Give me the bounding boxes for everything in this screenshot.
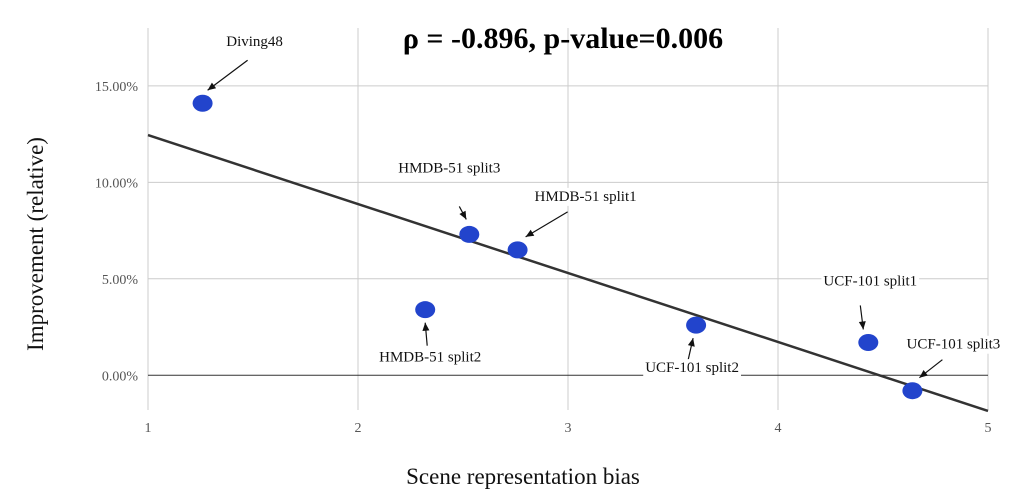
chart-title: ρ = -0.896, p-value=0.006 xyxy=(403,22,723,55)
data-point xyxy=(686,316,707,334)
point-label-background xyxy=(821,272,920,291)
annotation-arrows xyxy=(207,59,943,379)
annotation-arrow-line xyxy=(207,59,248,91)
annotation-arrow-head xyxy=(422,322,430,331)
data-point xyxy=(459,225,480,243)
x-tick-label: 5 xyxy=(985,421,992,436)
x-tick-label: 2 xyxy=(355,421,362,436)
data-point xyxy=(507,241,528,259)
point-label-background xyxy=(904,335,1003,354)
trendline xyxy=(147,133,989,413)
point-labels: Diving48 HMDB-51 split3 HMDB-51 split1 HMDB… xyxy=(224,33,1003,378)
y-tick-label: 0.00% xyxy=(102,369,139,384)
point-label-background xyxy=(396,159,503,178)
point-label-background xyxy=(224,33,285,52)
y-tick-label: 5.00% xyxy=(102,273,139,288)
y-axis-title: Improvement (relative) xyxy=(23,137,48,351)
data-point xyxy=(858,333,879,351)
annotation-arrow-head xyxy=(687,338,695,347)
y-tick-label: 10.00% xyxy=(95,176,139,191)
annotation-arrow-head xyxy=(919,370,928,378)
point-label: Diving48 xyxy=(226,34,283,50)
point-label: UCF-101 split2 xyxy=(645,360,739,376)
annotation-arrow-head xyxy=(525,229,535,237)
x-tick-label: 3 xyxy=(565,421,572,436)
point-label: HMDB-51 split3 xyxy=(398,160,500,176)
y-tick-label: 15.00% xyxy=(95,80,139,95)
trendline-group xyxy=(147,133,989,413)
grid-lines xyxy=(147,28,989,410)
data-point xyxy=(415,301,436,319)
annotation-arrow-line xyxy=(525,211,568,238)
x-axis-title: Scene representation bias xyxy=(406,464,640,489)
x-tick-labels: 1 2 3 4 5 xyxy=(145,421,992,436)
point-label: HMDB-51 split1 xyxy=(535,189,637,205)
data-point xyxy=(192,94,213,112)
annotation-arrow-head xyxy=(207,82,217,91)
point-label-background xyxy=(643,359,741,378)
data-points xyxy=(192,94,923,400)
data-point xyxy=(902,382,923,400)
point-label: UCF-101 split3 xyxy=(907,337,1001,353)
point-label: UCF-101 split1 xyxy=(823,273,917,289)
point-label: HMDB-51 split2 xyxy=(379,350,481,366)
annotation-arrow-head xyxy=(858,321,866,330)
x-tick-label: 1 xyxy=(145,421,152,436)
point-label-background xyxy=(377,348,484,367)
point-label-background xyxy=(532,187,639,206)
y-tick-labels: 0.00% 5.00% 10.00% 15.00% xyxy=(95,80,139,384)
x-tick-label: 4 xyxy=(775,421,782,436)
annotation-arrow-head xyxy=(459,210,467,220)
